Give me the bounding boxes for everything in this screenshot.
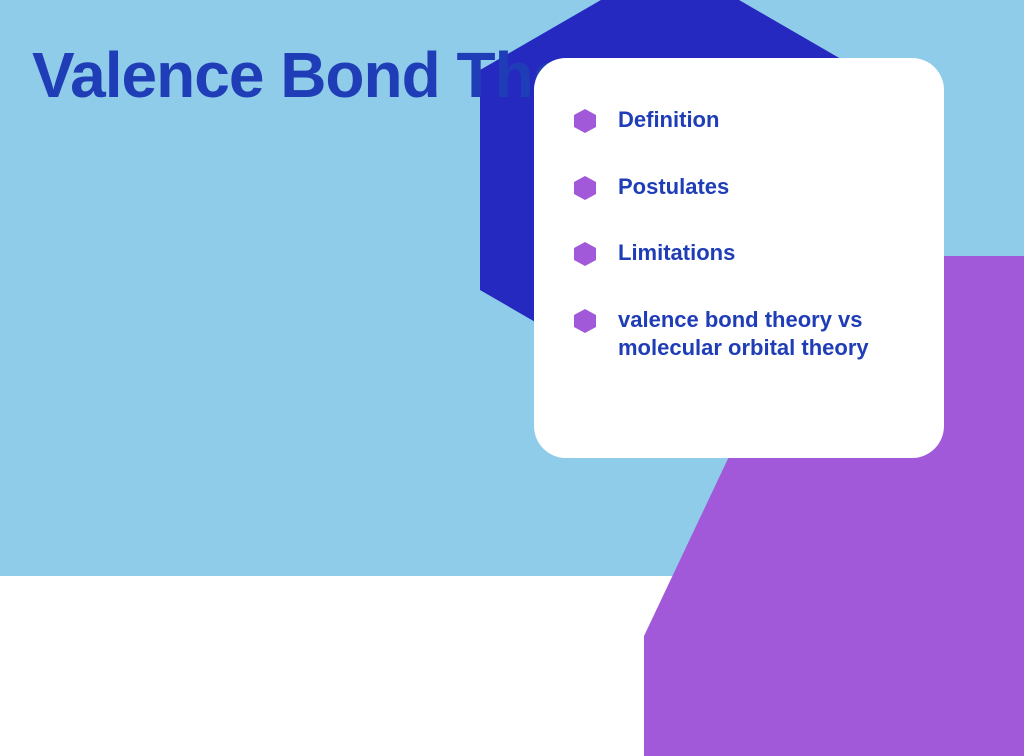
hexagon-bullet-icon: [572, 108, 598, 134]
list-item: Postulates: [572, 173, 906, 202]
content-list: Definition Postulates Limitations valenc…: [572, 106, 906, 363]
list-item-label: Definition: [618, 106, 719, 135]
list-item-label: valence bond theory vs molecular orbital…: [618, 306, 906, 363]
list-item: Definition: [572, 106, 906, 135]
list-item: Limitations: [572, 239, 906, 268]
content-card: Definition Postulates Limitations valenc…: [534, 58, 944, 458]
list-item: valence bond theory vs molecular orbital…: [572, 306, 906, 363]
hexagon-bullet-icon: [572, 308, 598, 334]
list-item-label: Postulates: [618, 173, 729, 202]
list-item-label: Limitations: [618, 239, 735, 268]
hexagon-bullet-icon: [572, 241, 598, 267]
hexagon-bullet-icon: [572, 175, 598, 201]
